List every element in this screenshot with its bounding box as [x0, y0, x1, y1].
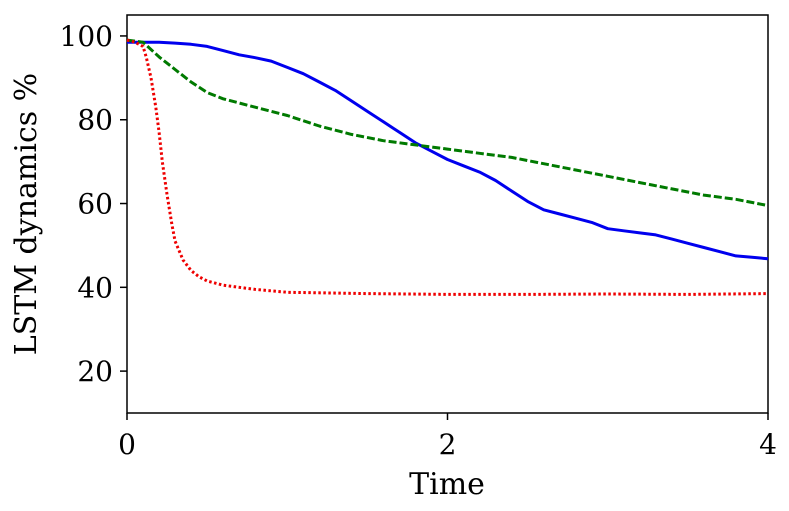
y-tick-label-2: 60 — [77, 188, 113, 221]
y-tick-label-0: 20 — [77, 355, 113, 388]
series-line-2 — [126, 38, 769, 296]
series-line-0 — [127, 40, 769, 261]
x-axis-title: Time — [409, 467, 485, 502]
series-layer — [126, 38, 769, 296]
y-tick-label-1: 40 — [77, 271, 113, 304]
y-axis-title: LSTM dynamics % — [9, 73, 44, 355]
x-tick-label-2: 4 — [759, 428, 777, 461]
series-line-1 — [126, 38, 769, 208]
y-tick-label-3: 80 — [77, 104, 113, 137]
y-axis: 20 40 60 80 100 — [60, 20, 127, 388]
x-axis: 0 2 4 — [118, 413, 777, 461]
y-tick-label-4: 100 — [60, 20, 113, 53]
x-tick-label-0: 0 — [118, 428, 136, 461]
x-tick-label-1: 2 — [439, 428, 457, 461]
